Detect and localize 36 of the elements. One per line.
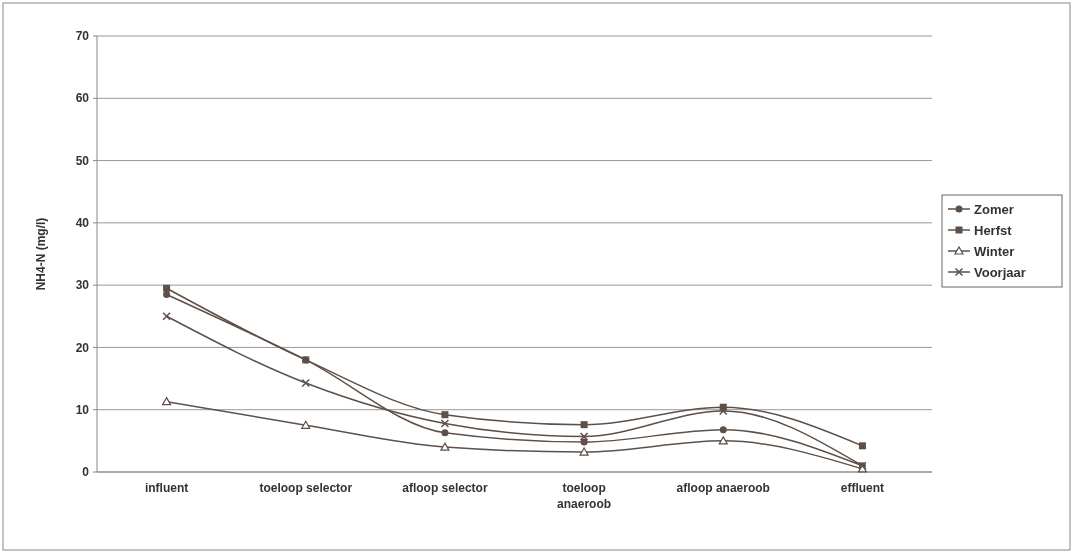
point [301, 420, 311, 429]
x-tick-label: influent [144, 481, 189, 495]
y-tick-label: 30 [75, 278, 90, 293]
x-tick-label: afloop selector [402, 481, 488, 495]
point [580, 438, 588, 446]
x-tick-label: afloop anaeroob [676, 481, 770, 495]
y-tick-label: 60 [75, 91, 90, 106]
point [161, 397, 172, 406]
point [162, 312, 171, 321]
legend-label: Winter [974, 243, 1015, 259]
y-tick-label: 50 [75, 153, 90, 168]
point [579, 432, 589, 441]
y-tick-label: 70 [75, 29, 90, 44]
point [719, 426, 727, 434]
point [440, 419, 450, 428]
point [579, 447, 589, 456]
legend-label: Zomer [974, 201, 1014, 217]
point [440, 442, 450, 451]
y-tick-label: 10 [75, 402, 90, 417]
point [718, 436, 728, 445]
legend-label: Voorjaar [974, 264, 1026, 280]
point [441, 411, 449, 419]
point [858, 442, 866, 450]
x-tick-label: effluent [840, 481, 885, 495]
y-tick-label: 40 [75, 216, 90, 231]
x-tick-label: toeloop anaeroob [557, 481, 612, 511]
x-tick-label: toeloop selector [259, 481, 353, 495]
point [163, 290, 171, 298]
point [163, 284, 171, 292]
y-axis-title: NH4-N (mg/l) [34, 217, 48, 291]
point [301, 378, 310, 388]
y-tick-label: 0 [82, 465, 90, 480]
point [580, 421, 588, 429]
legend-label: Herfst [974, 222, 1013, 238]
y-tick-label: 20 [75, 340, 90, 355]
point [441, 429, 449, 437]
